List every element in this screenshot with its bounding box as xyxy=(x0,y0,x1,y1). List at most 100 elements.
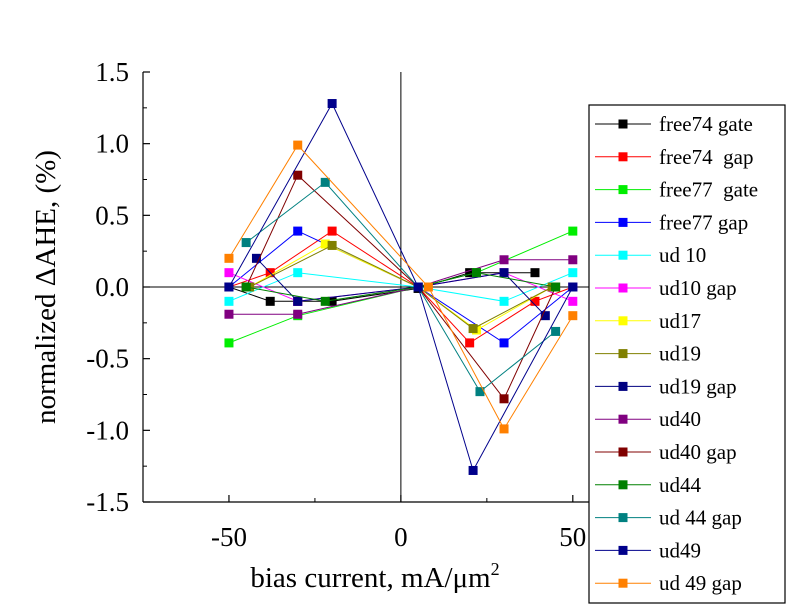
data-point xyxy=(499,296,509,306)
legend-label: ud44 xyxy=(659,473,702,497)
y-tick-label: -1.0 xyxy=(86,415,129,445)
data-point xyxy=(224,253,234,263)
legend-item: ud40 gap xyxy=(595,440,737,464)
data-point xyxy=(499,255,509,265)
legend-label: free74 gap xyxy=(659,145,753,169)
legend-marker xyxy=(618,316,628,326)
legend-label: ud17 xyxy=(659,309,701,333)
data-point xyxy=(465,268,475,278)
x-axis-label-text: bias current, mA/μm xyxy=(250,562,491,594)
legend-label: ud 49 gap xyxy=(659,571,742,595)
data-point xyxy=(241,282,251,292)
y-tick-label: 0.5 xyxy=(95,200,129,230)
data-point xyxy=(224,309,234,319)
y-tick-label: -1.5 xyxy=(86,487,129,517)
data-point xyxy=(530,296,540,306)
legend-label: ud10 gap xyxy=(659,276,737,300)
y-tick-label: 1.5 xyxy=(95,57,129,87)
legend-marker xyxy=(618,185,628,195)
y-axis-label: normalized ΔAHE, (%) xyxy=(30,150,62,424)
data-point xyxy=(540,311,550,321)
series-13 xyxy=(224,99,578,475)
data-point xyxy=(499,394,509,404)
y-tick-label: 1.0 xyxy=(95,129,129,159)
legend-item: ud17 xyxy=(595,309,701,333)
data-point xyxy=(468,324,478,334)
data-point xyxy=(472,268,482,278)
x-tick-label: -50 xyxy=(211,522,247,552)
legend-item: free74 gap xyxy=(595,145,753,169)
legend-marker xyxy=(618,447,628,457)
legend-marker xyxy=(618,283,628,293)
data-point xyxy=(320,239,330,249)
data-point xyxy=(224,338,234,348)
data-point xyxy=(568,268,578,278)
legend-item: free77 gap xyxy=(595,210,748,234)
data-point xyxy=(293,296,303,306)
legend-marker xyxy=(618,119,628,129)
legend-marker xyxy=(618,217,628,227)
data-point xyxy=(224,296,234,306)
legend-item: free74 gate xyxy=(595,112,753,136)
legend-label: ud 10 xyxy=(659,243,706,267)
legend-label: ud49 xyxy=(659,538,701,562)
data-point xyxy=(568,255,578,265)
legend-marker xyxy=(618,414,628,424)
legend-label: free74 gate xyxy=(659,112,753,136)
data-point xyxy=(224,268,234,278)
x-axis-label-superscript: 2 xyxy=(491,559,500,579)
data-point xyxy=(499,338,509,348)
legend-label: free77 gate xyxy=(659,178,758,202)
data-point xyxy=(327,226,337,236)
legend-label: ud40 gap xyxy=(659,440,737,464)
legend-item: ud49 xyxy=(595,538,701,562)
data-point xyxy=(475,387,485,397)
legend-item: ud19 xyxy=(595,342,701,366)
legend-marker xyxy=(618,250,628,260)
data-point xyxy=(568,311,578,321)
x-tick-label: 0 xyxy=(394,522,408,552)
legend-label: ud19 gap xyxy=(659,374,737,398)
legend-marker xyxy=(618,381,628,391)
y-tick-label: -0.5 xyxy=(86,344,129,374)
legend-marker xyxy=(618,513,628,523)
data-point xyxy=(320,296,330,306)
data-point xyxy=(568,282,578,292)
data-point xyxy=(320,177,330,187)
x-axis-label: bias current, mA/μm2 xyxy=(250,559,499,594)
legend-marker xyxy=(618,349,628,359)
data-point xyxy=(224,282,234,292)
data-point xyxy=(551,326,561,336)
data-point xyxy=(423,282,433,292)
data-point xyxy=(293,309,303,319)
legend-label: ud40 xyxy=(659,407,701,431)
x-tick-label: 50 xyxy=(559,522,586,552)
legend-item: ud44 xyxy=(595,473,702,497)
data-point xyxy=(530,268,540,278)
data-point xyxy=(499,424,509,434)
data-point xyxy=(468,465,478,475)
legend-item: ud10 gap xyxy=(595,276,737,300)
data-point xyxy=(568,226,578,236)
data-point xyxy=(293,226,303,236)
data-point xyxy=(251,253,261,263)
data-point xyxy=(465,338,475,348)
legend-item: ud 49 gap xyxy=(595,571,742,595)
data-point xyxy=(499,268,509,278)
data-point xyxy=(265,296,275,306)
legend-label: free77 gap xyxy=(659,210,748,234)
legend-marker xyxy=(618,152,628,162)
series-14 xyxy=(224,140,578,434)
data-point xyxy=(327,296,337,306)
y-tick-label: 0.0 xyxy=(95,272,129,302)
legend-item: free77 gate xyxy=(595,178,758,202)
legend-item: ud19 gap xyxy=(595,374,737,398)
legend-item: ud 10 xyxy=(595,243,706,267)
data-point xyxy=(241,238,251,248)
legend-item: ud 44 gap xyxy=(595,506,742,530)
data-point xyxy=(293,170,303,180)
legend-marker xyxy=(618,578,628,588)
data-point xyxy=(327,240,337,250)
data-point xyxy=(568,296,578,306)
